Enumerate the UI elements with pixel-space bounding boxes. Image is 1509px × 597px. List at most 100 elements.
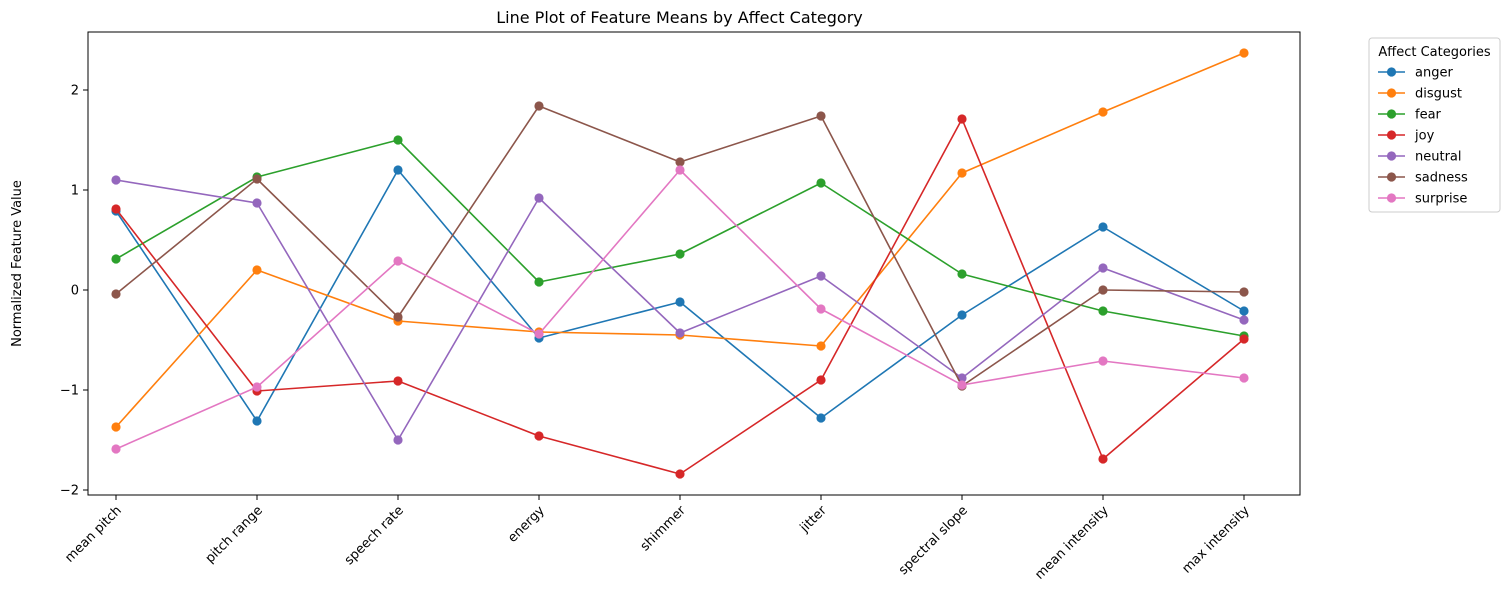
data-point-joy [1098, 454, 1108, 464]
y-tick-label: 1 [71, 184, 79, 199]
legend-marker-disgust [1386, 88, 1397, 98]
data-point-anger [393, 165, 403, 175]
legend-label-fear: fear [1415, 108, 1442, 123]
data-point-surprise [111, 444, 121, 454]
legend-box [1368, 37, 1501, 213]
legend-marker-neutral [1386, 151, 1397, 161]
x-tick-label: mean intensity [1032, 503, 1112, 583]
data-point-surprise [957, 380, 967, 390]
data-point-disgust [252, 265, 262, 275]
legend-label-joy: joy [1414, 129, 1435, 144]
y-tick-label: 2 [71, 84, 79, 99]
data-point-anger [957, 310, 967, 320]
x-tick-label: max intensity [1179, 503, 1253, 577]
legend-marker-anger [1386, 67, 1397, 77]
data-point-anger [675, 297, 685, 307]
x-tick-label: speech rate [342, 503, 407, 568]
data-point-joy [675, 469, 685, 479]
data-point-sadness [393, 312, 403, 322]
x-tick-label: shimmer [638, 503, 690, 555]
y-tick-label: −1 [60, 384, 79, 399]
data-point-sadness [675, 157, 685, 167]
data-point-fear [534, 277, 544, 287]
data-point-surprise [1239, 373, 1249, 383]
legend-item-anger: anger [1378, 66, 1453, 81]
plot-area: −2 −1 0 1 2 mean pitch pitch range speech rate e… [60, 48, 1253, 583]
data-point-disgust [1239, 48, 1249, 58]
data-point-neutral [1239, 315, 1249, 325]
data-point-sadness [1098, 285, 1108, 295]
plot-frame [87, 31, 1301, 496]
data-point-sadness [111, 289, 121, 299]
data-point-neutral [816, 271, 826, 281]
data-point-anger [1098, 222, 1108, 232]
y-tick-label: 0 [71, 284, 79, 299]
legend-label-anger: anger [1415, 66, 1453, 81]
data-point-sadness [1239, 287, 1249, 297]
series-disgust [111, 48, 1249, 432]
data-point-joy [1239, 334, 1249, 344]
data-point-anger [252, 416, 262, 426]
data-point-anger [1239, 306, 1249, 316]
data-point-neutral [1098, 263, 1108, 273]
legend-label-sadness: sadness [1415, 171, 1468, 186]
data-point-joy [534, 431, 544, 441]
data-point-surprise [534, 329, 544, 339]
legend-item-surprise: surprise [1378, 192, 1467, 207]
legend-items: anger disgust fear joy neutral sadness surpris… [1378, 66, 1468, 207]
data-point-fear [675, 249, 685, 259]
data-point-neutral [111, 175, 121, 185]
legend: Affect Categories anger disgust fear joy neu… [1368, 37, 1501, 213]
data-point-surprise [252, 382, 262, 392]
legend-item-neutral: neutral [1378, 150, 1462, 165]
data-point-fear [393, 135, 403, 145]
data-point-sadness [252, 174, 262, 184]
x-tick-label: pitch range [203, 503, 266, 566]
legend-item-joy: joy [1378, 129, 1435, 144]
data-point-disgust [816, 341, 826, 351]
data-point-surprise [675, 165, 685, 175]
data-point-neutral [534, 193, 544, 203]
y-tick-label: −2 [60, 484, 79, 499]
series-neutral [111, 175, 1249, 445]
legend-label-neutral: neutral [1415, 150, 1462, 165]
series-line-sadness [115, 105, 1245, 387]
data-point-anger [816, 413, 826, 423]
data-point-fear [816, 178, 826, 188]
data-point-fear [957, 269, 967, 279]
series-joy [111, 114, 1249, 479]
legend-marker-joy [1386, 130, 1397, 140]
x-tick-label: spectral slope [896, 503, 971, 578]
data-point-joy [393, 376, 403, 386]
legend-marker-sadness [1386, 172, 1397, 182]
legend-label-surprise: surprise [1415, 192, 1467, 207]
series-anger [111, 165, 1249, 426]
data-point-joy [816, 375, 826, 385]
chart-title: Line Plot of Feature Means by Affect Cat… [496, 8, 863, 27]
data-point-surprise [393, 256, 403, 266]
legend-title: Affect Categories [1378, 45, 1491, 60]
data-point-fear [1098, 306, 1108, 316]
data-point-neutral [393, 435, 403, 445]
data-point-sadness [534, 101, 544, 111]
data-point-disgust [1098, 107, 1108, 117]
data-point-neutral [252, 198, 262, 208]
data-point-fear [111, 254, 121, 264]
data-point-disgust [111, 422, 121, 432]
legend-marker-fear [1386, 109, 1397, 119]
x-tick-label: mean pitch [62, 503, 124, 565]
legend-label-disgust: disgust [1415, 87, 1462, 102]
data-point-disgust [957, 168, 967, 178]
x-tick-label: jitter [797, 503, 831, 537]
data-point-joy [111, 204, 121, 214]
data-point-surprise [1098, 356, 1108, 366]
data-point-sadness [816, 111, 826, 121]
data-point-joy [957, 114, 967, 124]
legend-item-disgust: disgust [1378, 87, 1462, 102]
series-surprise [111, 165, 1249, 454]
series-sadness [111, 101, 1249, 391]
x-tick-label: energy [505, 503, 548, 546]
data-point-surprise [816, 304, 826, 314]
legend-marker-surprise [1386, 193, 1397, 203]
